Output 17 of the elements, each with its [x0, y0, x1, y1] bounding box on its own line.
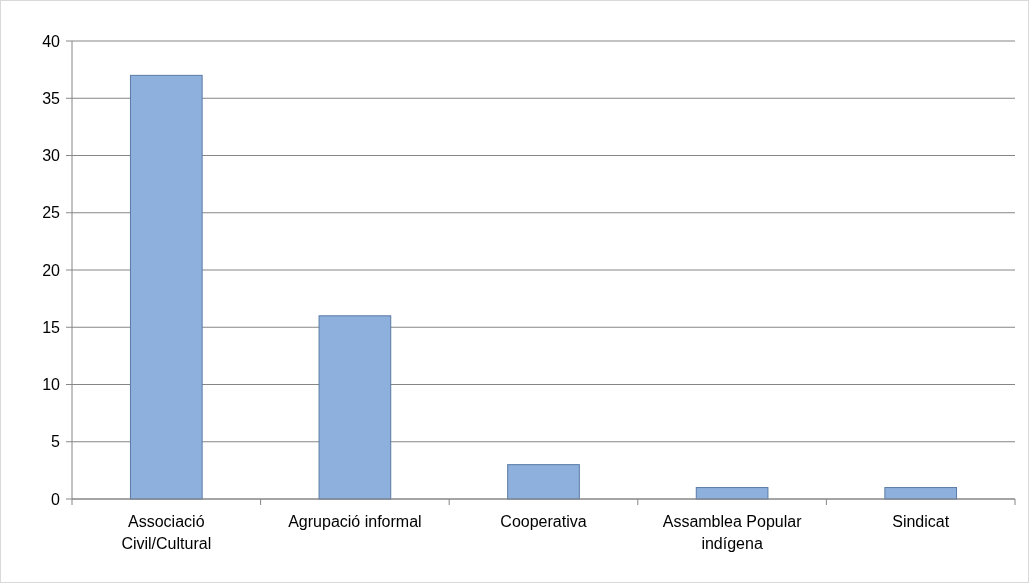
bar: [129, 74, 203, 500]
x-tick-label: Associació Civil/Cultural: [121, 513, 212, 552]
y-tick-label: 0: [51, 490, 61, 508]
bar: [507, 464, 580, 500]
y-tick-label: 5: [51, 433, 61, 451]
y-tick-label: 15: [42, 318, 61, 336]
y-tick-label: 25: [42, 204, 61, 222]
bar: [318, 315, 392, 500]
x-tick-label: Sindicat: [892, 513, 950, 530]
y-tick-label: 30: [42, 147, 61, 165]
x-tick-label: Assamblea Popular indígena: [662, 513, 803, 552]
y-tick-label: 40: [42, 32, 61, 50]
y-tick-label: 10: [42, 376, 61, 394]
y-tick-label: 20: [42, 261, 61, 279]
x-tick-label: Agrupació informal: [288, 513, 422, 530]
x-tick-label: Cooperativa: [500, 513, 587, 530]
y-tick-label: 35: [42, 89, 61, 107]
